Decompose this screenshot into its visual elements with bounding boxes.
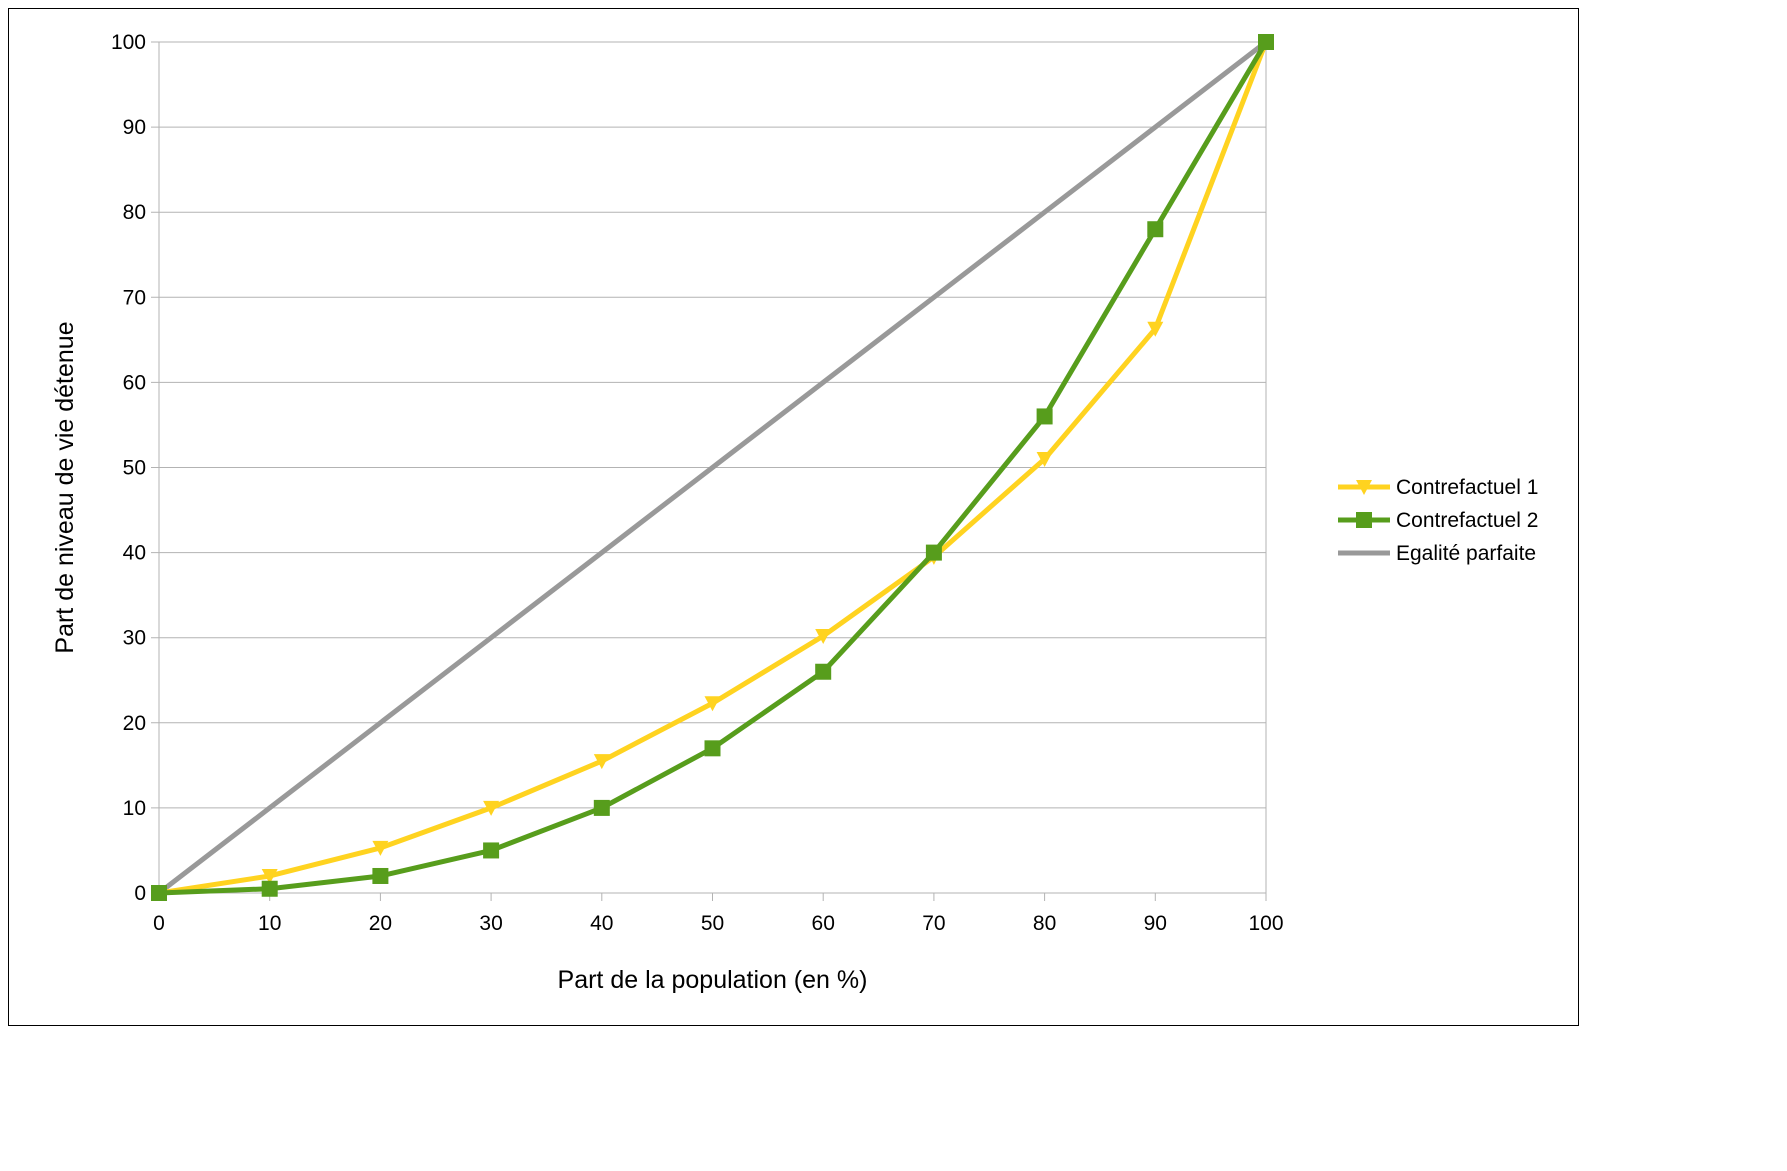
chart-svg: 0 10 20 30 40 50 60 70 80 90 100 0 10 20 30 40 50 60 70 80 9…	[51, 31, 1538, 994]
x-tick-label: 60	[812, 912, 835, 935]
data-point	[483, 842, 500, 859]
series-line	[156, 39, 1269, 896]
y-tick-label: 100	[111, 31, 146, 54]
x-tick-label: 40	[590, 912, 613, 935]
data-point	[593, 799, 610, 816]
y-tick-label: 20	[123, 712, 146, 735]
x-tick-label: 80	[1033, 912, 1056, 935]
data-point	[1036, 451, 1053, 467]
data-point	[593, 754, 610, 770]
legend-swatch-marker	[1356, 512, 1372, 528]
y-tick-label: 30	[123, 627, 146, 650]
chart-frame: 0 10 20 30 40 50 60 70 80 90 100 0 10 20 30 40 50 60 70 80 9…	[8, 8, 1579, 1026]
y-axis-title: Part de niveau de vie détenue	[51, 321, 79, 653]
data-point	[925, 544, 942, 561]
data-point	[372, 840, 389, 856]
y-tick-label: 90	[123, 116, 146, 139]
legend-item: Contrefactuel 1	[1338, 476, 1538, 499]
data-point	[815, 628, 832, 644]
x-tick-label: 0	[153, 912, 165, 935]
data-point	[261, 868, 278, 884]
y-tick-label: 50	[123, 457, 146, 480]
data-point	[704, 696, 721, 712]
data-point	[1036, 408, 1053, 425]
x-axis-title: Part de la population (en %)	[558, 966, 868, 994]
legend-item: Contrefactuel 2	[1338, 509, 1538, 532]
x-tick-label: 10	[258, 912, 281, 935]
data-point	[1147, 321, 1164, 337]
y-tick-label: 0	[134, 882, 146, 905]
legend-label: Egalité parfaite	[1396, 542, 1536, 565]
data-point	[372, 867, 389, 884]
legend-item: Egalité parfaite	[1338, 542, 1536, 565]
x-tick-label: 50	[701, 912, 724, 935]
y-tick-label: 60	[123, 371, 146, 394]
y-tick-label: 70	[123, 286, 146, 309]
data-point	[261, 880, 278, 897]
x-tick-label: 100	[1248, 912, 1283, 935]
legend-layer: Contrefactuel 1 Contrefactuel 2 Egalité pa…	[1338, 476, 1538, 565]
data-point	[483, 800, 500, 816]
x-tick-label: 30	[479, 912, 502, 935]
data-point	[815, 663, 832, 680]
y-tick-label: 10	[123, 797, 146, 820]
x-tick-label: 90	[1144, 912, 1167, 935]
legend-label: Contrefactuel 2	[1396, 509, 1538, 532]
data-point	[1258, 34, 1274, 50]
series-layer	[151, 34, 1274, 901]
series-egalit-parfaite	[156, 39, 1269, 896]
data-point	[1147, 221, 1164, 238]
y-tick-label: 80	[123, 201, 146, 224]
data-point	[151, 885, 167, 901]
legend-swatch-marker	[1356, 480, 1372, 495]
legend-label: Contrefactuel 1	[1396, 476, 1538, 499]
x-tick-label: 20	[369, 912, 392, 935]
x-tick-label: 70	[922, 912, 945, 935]
series-contrefactuel-2	[151, 34, 1274, 901]
y-tick-label: 40	[123, 542, 146, 565]
axis-layer: 0 10 20 30 40 50 60 70 80 90 100 0 10 20 30 40 50 60 70 80 9…	[111, 31, 1284, 935]
data-point	[704, 740, 721, 757]
